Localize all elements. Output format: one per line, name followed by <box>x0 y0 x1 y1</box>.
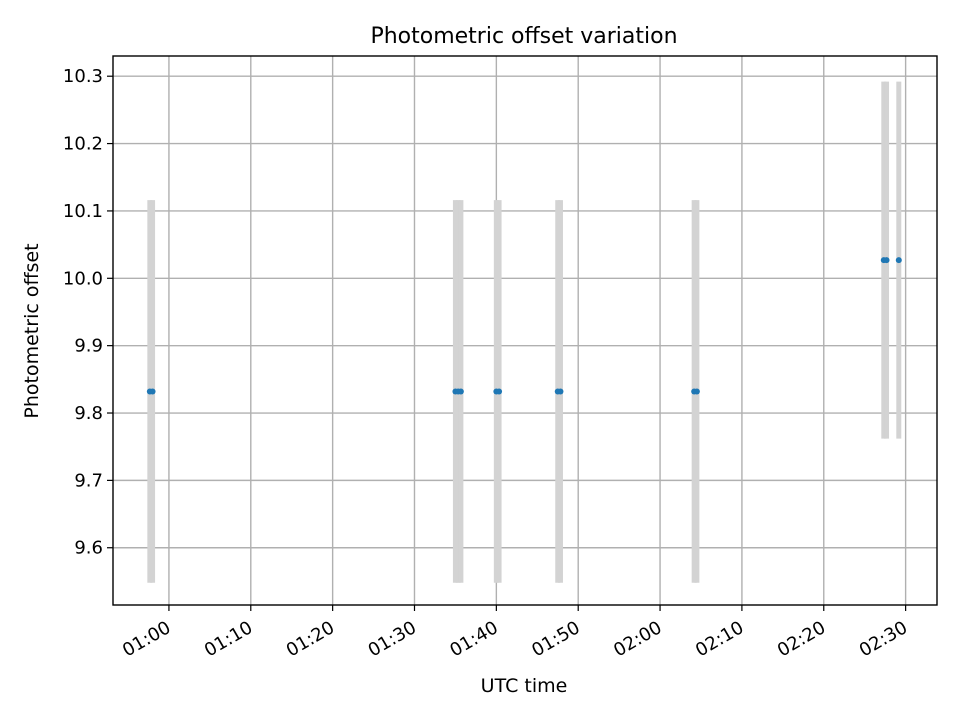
y-tick-label: 9.6 <box>74 538 103 559</box>
y-tick-label: 10.3 <box>63 66 103 87</box>
data-point <box>149 388 156 395</box>
data-point <box>693 388 700 395</box>
axes-frame <box>112 55 938 606</box>
y-tick-label: 9.7 <box>74 470 103 491</box>
grid <box>113 56 937 605</box>
data-points <box>146 257 902 395</box>
y-axis-ticks: 9.6 9.7 9.8 9.9 10.0 10.1 10.2 10.3 <box>63 66 113 559</box>
data-point <box>883 257 890 264</box>
y-tick-label: 10.0 <box>63 268 103 289</box>
data-point <box>557 388 564 395</box>
y-tick-label: 10.1 <box>63 201 103 222</box>
data-point <box>457 388 464 395</box>
data-point <box>496 388 503 395</box>
y-axis-label: Photometric offset <box>21 243 43 418</box>
x-axis-label: UTC time <box>481 675 568 697</box>
y-tick-label: 10.2 <box>63 134 103 155</box>
y-tick-label: 9.9 <box>74 336 103 357</box>
y-tick-label: 9.8 <box>74 403 103 424</box>
chart-title: Photometric offset variation <box>370 24 677 49</box>
data-point <box>895 257 902 264</box>
